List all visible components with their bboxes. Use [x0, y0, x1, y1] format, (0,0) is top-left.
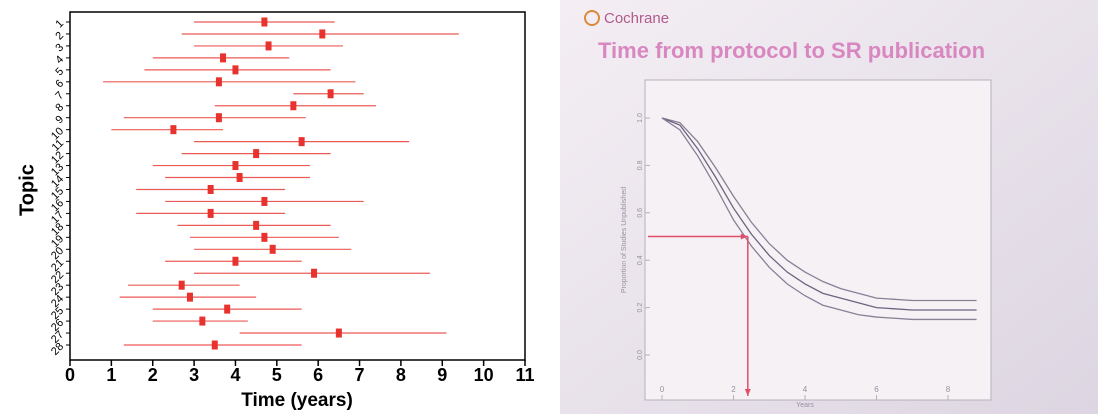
x-tick-label: 8	[396, 365, 406, 385]
arrowhead	[740, 233, 748, 240]
estimate	[311, 268, 318, 278]
x-tick-label: 6	[874, 385, 879, 394]
y-tick-label: 0.8	[637, 160, 644, 170]
y-tick-label: 0.0	[637, 350, 644, 360]
estimate	[253, 220, 260, 230]
y-tick-label: 0.6	[637, 208, 644, 218]
x-tick-label: 8	[946, 385, 951, 394]
x-tick-label: 10	[474, 365, 494, 385]
estimate	[232, 161, 239, 171]
x-tick-label: 2	[731, 385, 736, 394]
estimate	[335, 328, 342, 338]
estimate	[319, 29, 326, 39]
estimate	[211, 340, 218, 350]
estimate	[224, 304, 231, 314]
x-tick-label: 0	[660, 385, 665, 394]
estimate	[236, 173, 243, 183]
logo-text: Cochrane	[604, 10, 669, 27]
plot-frame	[644, 79, 992, 401]
left-panel	[0, 0, 548, 414]
arrowhead	[744, 389, 751, 396]
plot-frame	[69, 11, 526, 361]
curve	[661, 117, 977, 311]
estimate	[207, 208, 214, 218]
estimate	[290, 101, 297, 111]
x-axis-label: Years	[796, 402, 814, 409]
estimate	[298, 137, 305, 147]
estimate	[215, 77, 222, 87]
x-axis-label: Time (years)	[241, 390, 353, 411]
estimate	[232, 65, 239, 75]
x-tick-label: 4	[803, 385, 808, 394]
estimate	[220, 53, 227, 63]
x-tick-label: 7	[355, 365, 365, 385]
y-tick-label: 1.0	[637, 113, 644, 123]
x-tick-label: 5	[272, 365, 282, 385]
curve	[661, 117, 977, 321]
estimate	[207, 184, 214, 194]
estimate	[327, 89, 334, 99]
x-tick-label: 11	[515, 365, 534, 385]
estimate	[265, 41, 272, 51]
slide-title: Time from protocol to SR publication	[598, 38, 985, 63]
estimate	[170, 125, 177, 135]
estimate	[232, 256, 239, 266]
y-axis-label: Topic	[16, 164, 38, 216]
estimate	[253, 149, 260, 159]
x-tick-label: 0	[65, 365, 75, 385]
estimate	[261, 196, 268, 206]
estimate	[199, 316, 206, 326]
curve	[661, 117, 977, 302]
estimate	[186, 292, 193, 302]
x-tick-label: 4	[230, 365, 240, 385]
logo-icon	[584, 10, 600, 26]
estimate	[261, 17, 268, 27]
x-tick-label: 1	[106, 365, 116, 385]
y-tick-label: 0.4	[637, 255, 644, 265]
y-tick-label: 0.2	[637, 303, 644, 313]
estimate	[215, 113, 222, 123]
x-tick-label: 6	[313, 365, 323, 385]
estimate	[261, 232, 268, 242]
y-axis-label: Proportion of Studies Unpublished	[621, 187, 628, 293]
x-tick-label: 3	[189, 365, 199, 385]
x-tick-label: 2	[148, 365, 158, 385]
estimate	[178, 280, 185, 290]
x-tick-label: 9	[437, 365, 447, 385]
estimate	[269, 244, 276, 254]
